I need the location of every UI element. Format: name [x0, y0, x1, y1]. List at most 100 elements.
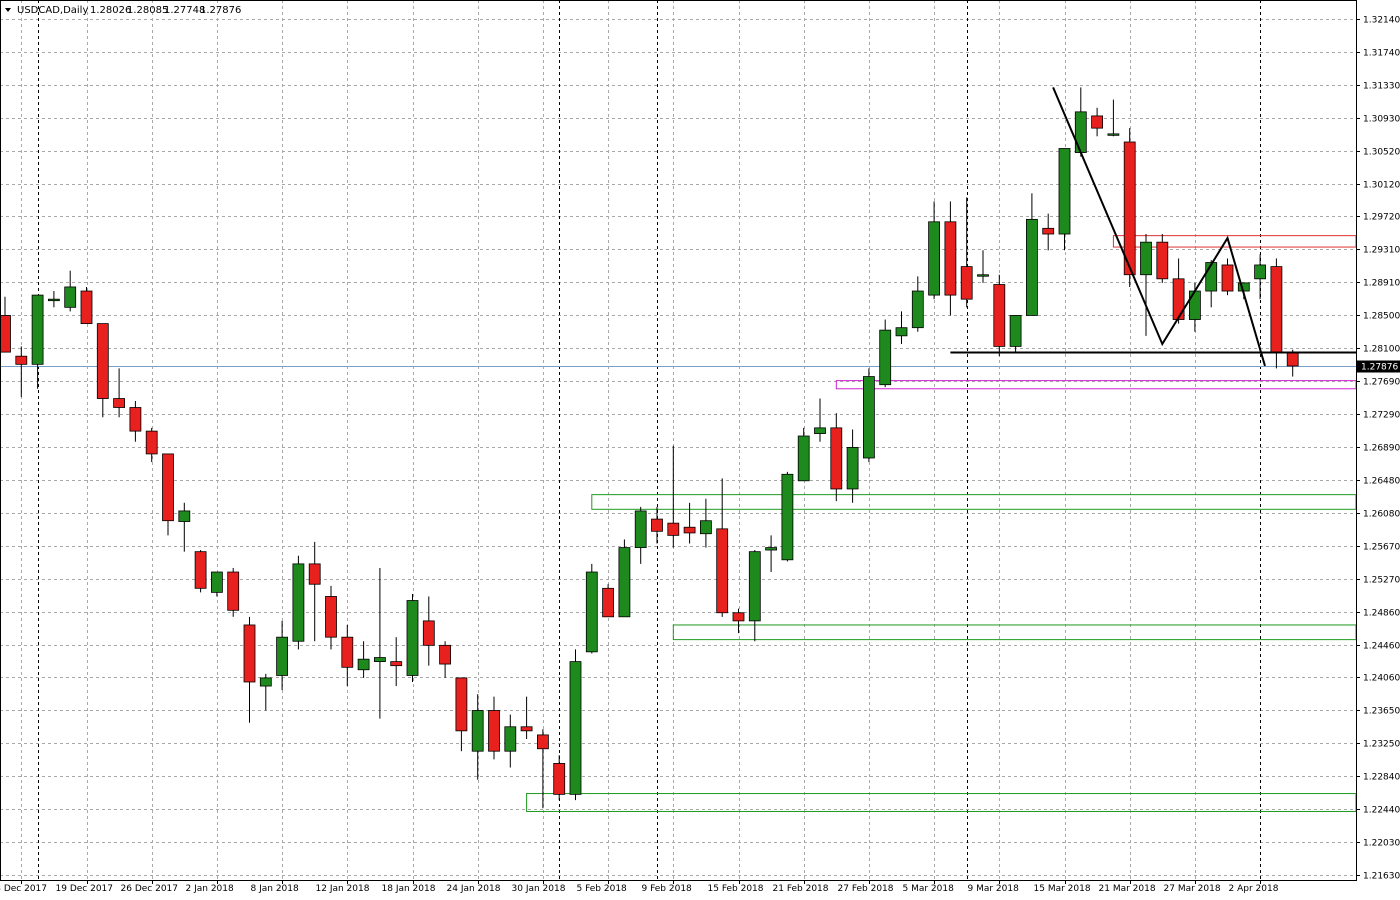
x-tick-label: 15 Mar 2018 [1034, 884, 1091, 894]
candle-body [797, 435, 810, 482]
candle [895, 311, 908, 344]
candle-body [553, 763, 566, 795]
candle-body [471, 710, 484, 752]
x-tick-label: 5 Mar 2018 [903, 884, 955, 894]
candle [1156, 234, 1169, 283]
candle [15, 346, 28, 397]
y-tick-label: 1.31330 [1363, 82, 1400, 92]
candle [569, 649, 582, 801]
candle-body [178, 510, 191, 522]
x-tick-label: 24 Jan 2018 [447, 884, 501, 894]
candle-body [1156, 241, 1169, 280]
candle [520, 696, 533, 739]
candle-body [814, 427, 826, 434]
candle-body [1058, 148, 1071, 235]
x-tick-label: 2 Jan 2018 [186, 884, 234, 894]
y-tick-label: 1.22030 [1363, 839, 1400, 849]
candle [846, 429, 859, 503]
candle-body [830, 427, 843, 490]
candle-body [569, 661, 582, 795]
candle [162, 453, 174, 536]
candle-body [602, 587, 614, 618]
symbol-label: USDCAD,Daily [17, 5, 88, 16]
candle-body [390, 661, 403, 667]
x-tick-label: 27 Mar 2018 [1164, 884, 1221, 894]
candle [863, 368, 875, 463]
x-tick-label: 15 Feb 2018 [708, 884, 764, 894]
candle [129, 400, 142, 442]
y-tick-label: 1.29720 [1363, 213, 1400, 223]
candle [488, 696, 500, 760]
candle-body [276, 636, 289, 676]
y-tick-label: 1.28910 [1363, 279, 1400, 289]
y-tick-label: 1.24460 [1363, 642, 1400, 652]
candle [406, 594, 419, 682]
candle-body [960, 266, 973, 300]
price-axis: 1.32140 1.31740 1.31330 1.30930 1.30520 1.301… [1356, 16, 1400, 882]
candle-body [455, 677, 468, 732]
candle [80, 286, 93, 325]
candle-body [145, 430, 158, 455]
candle [651, 506, 663, 544]
y-tick-label: 1.27690 [1363, 378, 1400, 388]
x-tick-label: 9 Mar 2018 [968, 884, 1020, 894]
candle [259, 673, 272, 711]
collapse-arrow-icon[interactable] [5, 8, 11, 12]
candle [667, 445, 680, 548]
candle [1058, 148, 1071, 251]
candle-body [1286, 351, 1299, 367]
candle [504, 714, 517, 768]
y-tick-label: 1.31740 [1363, 49, 1400, 59]
high-value: 1.28085 [127, 5, 168, 16]
candle-body [634, 510, 647, 548]
candle [373, 567, 386, 719]
candle [700, 498, 712, 548]
candle [944, 201, 957, 316]
candle-body [439, 644, 452, 665]
candle-body [15, 355, 28, 365]
candle [455, 677, 468, 752]
candle [210, 571, 223, 597]
y-tick-label: 1.24860 [1363, 609, 1400, 619]
y-tick-label: 1.30520 [1363, 148, 1400, 158]
candle-body [341, 636, 354, 668]
candle [227, 567, 240, 617]
candle-body [1026, 218, 1038, 316]
candle-body [765, 547, 777, 551]
candle [1091, 107, 1103, 137]
low-value: 1.27748 [164, 5, 205, 16]
candle-body [585, 571, 598, 653]
candle [765, 535, 777, 573]
candle [64, 270, 77, 312]
candle-body [0, 315, 11, 353]
y-tick-label: 1.26080 [1363, 510, 1400, 520]
drawing-layer [950, 87, 1356, 367]
candle-body [308, 563, 321, 585]
candle [1221, 258, 1234, 296]
candle-body [1221, 264, 1234, 292]
candle-body [700, 520, 712, 535]
candle-body [667, 522, 680, 536]
candle-body [1042, 227, 1055, 235]
open-value: 1.28026 [90, 5, 131, 16]
candle-body [781, 473, 794, 561]
candle-body [1009, 315, 1022, 347]
candle [1254, 254, 1266, 300]
candle-body [520, 726, 533, 732]
candle-body [1140, 241, 1152, 276]
x-tick-label: 9 Feb 2018 [642, 884, 693, 894]
candle [781, 471, 794, 562]
candle-body [373, 657, 386, 663]
candle-body [928, 221, 940, 296]
candle-layer [0, 87, 1299, 809]
candle-body [1189, 290, 1201, 320]
candle [439, 641, 452, 678]
candle [537, 729, 549, 809]
candle [1172, 258, 1185, 324]
chart-header: USDCAD,Daily 1.28026 1.28085 1.27748 1.2… [5, 5, 241, 16]
candle-body [895, 327, 908, 337]
y-tick-label: 1.21630 [1363, 872, 1400, 882]
